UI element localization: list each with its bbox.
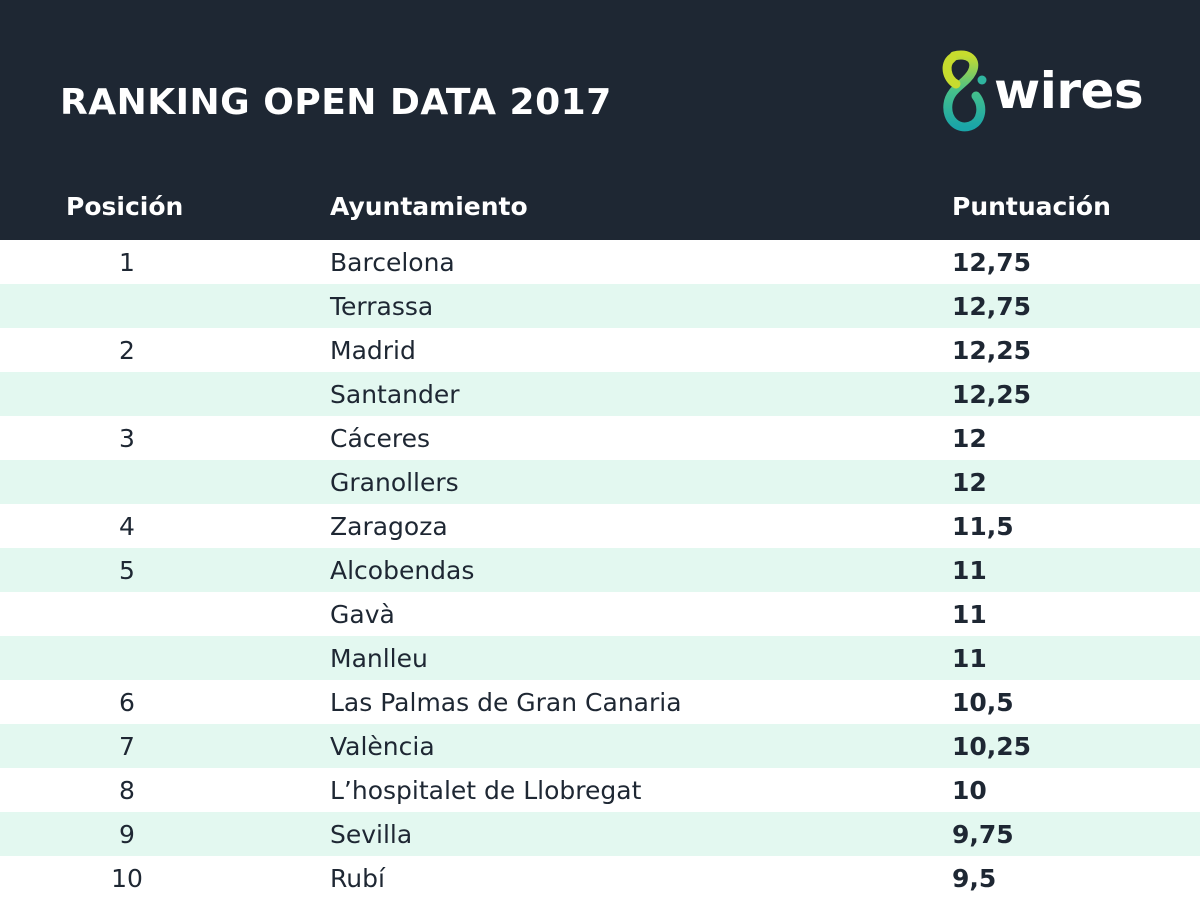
column-header-position: Posición: [66, 192, 184, 221]
table-row: 10 Rubí 9,5: [0, 856, 1200, 900]
ranking-table-body: 1 Barcelona 12,75 Terrassa 12,75 2 Madrid 12,…: [0, 240, 1200, 901]
cell-ayuntamiento: Manlleu: [330, 644, 428, 673]
cell-puntuacion: 12: [952, 424, 987, 453]
table-row: Santander 12,25: [0, 372, 1200, 416]
cell-ayuntamiento: L’hospitalet de Llobregat: [330, 776, 642, 805]
cell-puntuacion: 10,5: [952, 688, 1014, 717]
cell-puntuacion: 9,5: [952, 864, 997, 893]
table-row: Terrassa 12,75: [0, 284, 1200, 328]
cell-puntuacion: 11,5: [952, 512, 1014, 541]
cell-puntuacion: 12,25: [952, 380, 1032, 409]
table-row: Manlleu 11: [0, 636, 1200, 680]
cell-ayuntamiento: Cáceres: [330, 424, 431, 453]
cell-ayuntamiento: Zaragoza: [330, 512, 448, 541]
cell-position: [70, 592, 184, 636]
cell-position: 5: [119, 556, 135, 585]
cell-position: 4: [119, 512, 135, 541]
cell-puntuacion: 12,75: [952, 292, 1032, 321]
table-row: 5 Alcobendas 11: [0, 548, 1200, 592]
table-row: 7 València 10,25: [0, 724, 1200, 768]
cell-position: 8: [119, 776, 135, 805]
cell-puntuacion: 12,25: [952, 336, 1032, 365]
cell-position: [70, 460, 184, 504]
8-mark-icon: [942, 50, 987, 132]
cell-position: 1: [119, 248, 135, 277]
cell-ayuntamiento: Gavà: [330, 600, 395, 629]
column-header-puntuacion: Puntuación: [952, 192, 1111, 221]
cell-position: 6: [119, 688, 135, 717]
table-row: Granollers 12: [0, 460, 1200, 504]
column-header-ayuntamiento: Ayuntamiento: [330, 192, 528, 221]
page-title: RANKING OPEN DATA 2017: [60, 82, 612, 123]
cell-ayuntamiento: Madrid: [330, 336, 416, 365]
cell-puntuacion: 11: [952, 556, 987, 585]
cell-position: [70, 284, 184, 328]
cell-ayuntamiento: Rubí: [330, 864, 385, 893]
cell-position: [70, 372, 184, 416]
cell-position: 3: [119, 424, 135, 453]
cell-puntuacion: 12: [952, 468, 987, 497]
table-row: 1 Barcelona 12,75: [0, 240, 1200, 284]
table-row: 8 L’hospitalet de Llobregat 10: [0, 768, 1200, 812]
table-row: 6 Las Palmas de Gran Canaria 10,5: [0, 680, 1200, 724]
cell-ayuntamiento: València: [330, 732, 435, 761]
cell-position: 9: [119, 820, 135, 849]
cell-position: [70, 636, 184, 680]
cell-puntuacion: 10: [952, 776, 987, 805]
table-row: 3 Cáceres 12: [0, 416, 1200, 460]
table-row: 4 Zaragoza 11,5: [0, 504, 1200, 548]
cell-position: 7: [119, 732, 135, 761]
cell-ayuntamiento: Barcelona: [330, 248, 455, 277]
cell-puntuacion: 11: [952, 600, 987, 629]
table-row: Gavà 11: [0, 592, 1200, 636]
cell-ayuntamiento: Santander: [330, 380, 460, 409]
logo: wires: [938, 48, 1148, 138]
cell-puntuacion: 11: [952, 644, 987, 673]
cell-puntuacion: 10,25: [952, 732, 1032, 761]
header-bar: RANKING OPEN DATA 2017 wires Posición Ay…: [0, 0, 1200, 240]
cell-ayuntamiento: Alcobendas: [330, 556, 475, 585]
table-row: 9 Sevilla 9,75: [0, 812, 1200, 856]
cell-position: 2: [119, 336, 135, 365]
logo-text: wires: [994, 62, 1144, 120]
cell-puntuacion: 9,75: [952, 820, 1014, 849]
cell-puntuacion: 12,75: [952, 248, 1032, 277]
cell-position: 10: [111, 864, 143, 893]
table-row: 2 Madrid 12,25: [0, 328, 1200, 372]
cell-ayuntamiento: Terrassa: [330, 292, 434, 321]
cell-ayuntamiento: Sevilla: [330, 820, 413, 849]
cell-ayuntamiento: Granollers: [330, 468, 459, 497]
cell-ayuntamiento: Las Palmas de Gran Canaria: [330, 688, 682, 717]
